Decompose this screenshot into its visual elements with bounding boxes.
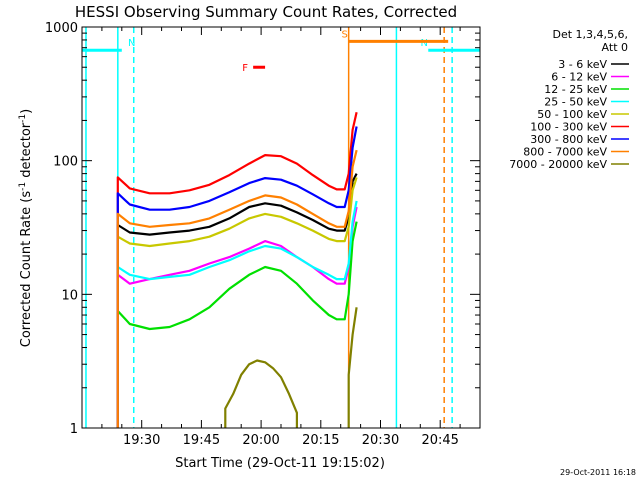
series-line-800-7000-kev (116, 149, 358, 428)
timestamp: 29-Oct-2011 16:18 (560, 468, 636, 477)
series-line-100-300-kev (116, 112, 358, 428)
legend-header-line-1: Det 1,3,4,5,6, (552, 28, 628, 41)
legend-label-7000-20000-kev: 7000 - 20000 keV (509, 158, 607, 171)
x-axis-label: Start Time (29-Oct-11 19:15:02) (175, 456, 385, 471)
series-line-300-800-kev (116, 126, 358, 428)
flag-label-n-1: N (421, 38, 428, 49)
series-line-12-25-kev (116, 221, 358, 428)
y-axis-label: Corrected Count Rate (s-1 detector-1) (18, 109, 34, 347)
flag-label-f-3: F (242, 63, 248, 74)
legend-label-300-800-kev: 300 - 800 keV (530, 133, 607, 146)
y-tick-label-100: 100 (53, 155, 78, 170)
flag-label-n-0: N (128, 38, 135, 49)
y-tick-label-1000: 1000 (45, 21, 78, 36)
y-axis: 1 10 100 1000 (45, 21, 480, 437)
x-tick-label-20-00: 20:00 (242, 433, 279, 448)
x-tick-label-20-15: 20:15 (302, 433, 339, 448)
x-tick-label-20-45: 20:45 (421, 433, 458, 448)
legend-label-50-100-kev: 50 - 100 keV (537, 108, 607, 121)
legend-label-100-300-kev: 100 - 300 keV (530, 121, 607, 134)
series-line-50-100-kev (116, 177, 358, 428)
flags-layer: N N S F (82, 29, 480, 74)
series-line-25-50-kev (116, 200, 358, 428)
legend-label-12-25-kev: 12 - 25 keV (544, 83, 607, 96)
y-tick-label-10: 10 (61, 288, 78, 303)
x-axis: 19:30 19:45 20:00 20:15 20:30 20:45 (101, 27, 461, 448)
legend-header-line-2: Att 0 (602, 41, 628, 54)
flag-label-s-2: S (341, 29, 347, 40)
y-tick-label-1: 1 (70, 422, 78, 437)
legend-label-6-12-kev: 6 - 12 keV (551, 71, 607, 84)
x-tick-label-19-45: 19:45 (183, 433, 220, 448)
legend-label-25-50-kev: 25 - 50 keV (544, 96, 607, 109)
series-line-3-6-kev (116, 173, 358, 428)
series-line-7000-20000-kev (224, 307, 358, 428)
legend-label-3-6-kev: 3 - 6 keV (558, 58, 607, 71)
chart-title: HESSI Observing Summary Count Rates, Cor… (75, 3, 457, 21)
series-layer (116, 112, 358, 428)
x-tick-label-19-30: 19:30 (123, 433, 160, 448)
x-tick-label-20-30: 20:30 (362, 433, 399, 448)
legend-label-800-7000-kev: 800 - 7000 keV (523, 146, 607, 159)
